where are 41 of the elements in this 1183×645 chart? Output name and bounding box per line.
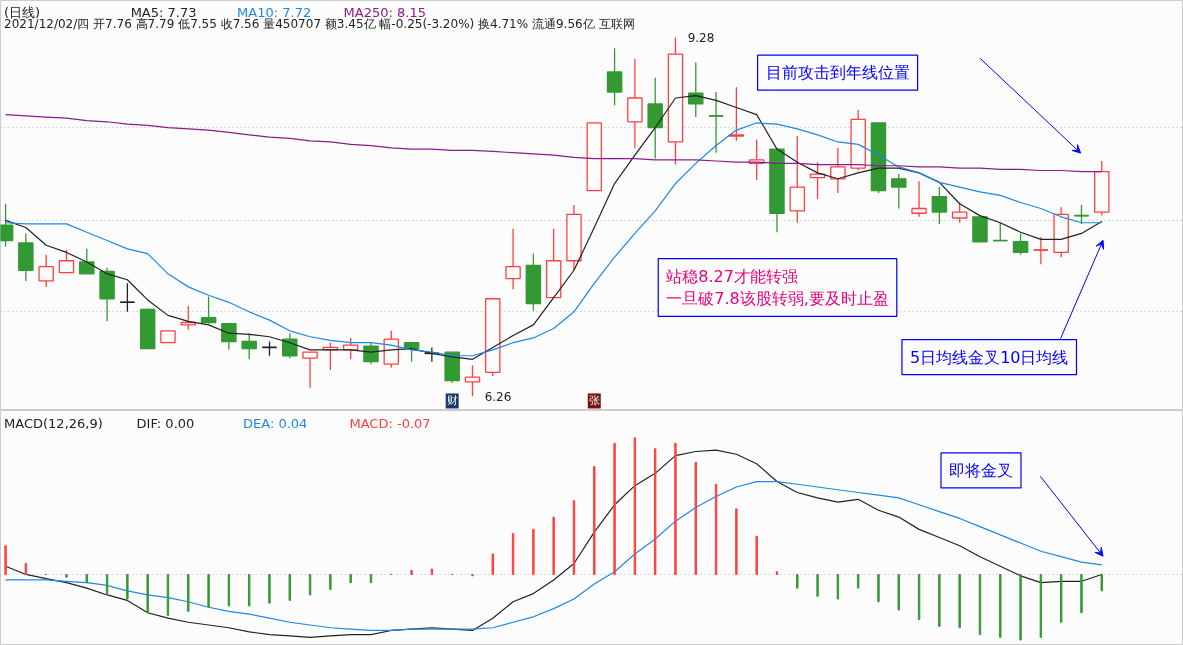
candlestick bbox=[200, 295, 217, 325]
candlestick bbox=[58, 249, 75, 274]
candlestick bbox=[708, 91, 724, 154]
candlestick bbox=[911, 180, 927, 218]
candlestick bbox=[221, 323, 237, 351]
text: DIF: 0.00 bbox=[136, 415, 195, 431]
candlestick bbox=[951, 201, 968, 224]
annotation: 5日均线金叉10日均线 bbox=[909, 347, 1069, 367]
candlestick bbox=[606, 47, 623, 106]
candlestick bbox=[647, 77, 663, 160]
annotation: 6.26 bbox=[484, 389, 512, 404]
candlestick bbox=[363, 342, 379, 365]
annotation: 一旦破7.8该股转弱,要及时止盈 bbox=[666, 289, 889, 309]
text: MACD: -0.07 bbox=[349, 415, 431, 431]
candlestick bbox=[891, 173, 907, 210]
candlestick bbox=[302, 351, 318, 389]
candlestick bbox=[79, 248, 95, 275]
candlestick bbox=[282, 332, 298, 359]
candlestick bbox=[830, 147, 846, 194]
annotation: 即将金叉 bbox=[948, 460, 1013, 480]
annotation: 9.28 bbox=[687, 30, 715, 45]
candlestick bbox=[38, 254, 54, 288]
annotation: 张 bbox=[588, 394, 600, 408]
candlestick bbox=[119, 282, 136, 313]
candlestick bbox=[688, 61, 704, 118]
candlestick bbox=[180, 305, 197, 331]
text: DEA: 0.04 bbox=[243, 415, 308, 431]
candlestick bbox=[728, 86, 745, 142]
candlestick bbox=[627, 58, 643, 149]
candlestick bbox=[1032, 236, 1049, 265]
candlestick bbox=[789, 135, 806, 224]
candlestick bbox=[464, 364, 481, 397]
candlestick bbox=[931, 186, 948, 225]
candlestick bbox=[1012, 232, 1029, 256]
candlestick bbox=[1073, 204, 1090, 225]
chart-title: MACD(12,26,9) bbox=[4, 415, 103, 431]
annotation: 目前攻击到年线位置 bbox=[765, 63, 910, 83]
annotation: 财 bbox=[446, 394, 458, 408]
annotation: 站稳8.27才能转强 bbox=[666, 266, 798, 286]
candlestick bbox=[505, 228, 521, 290]
candlestick bbox=[241, 332, 257, 360]
